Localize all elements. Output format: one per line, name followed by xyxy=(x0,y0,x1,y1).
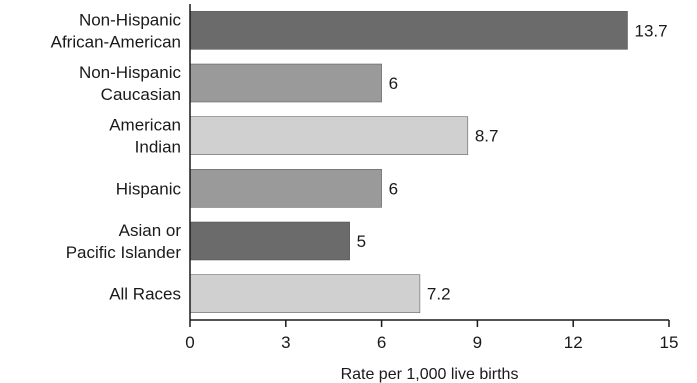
x-tick-label-1: 3 xyxy=(281,333,290,352)
value-label-0: 13.7 xyxy=(634,21,667,40)
value-label-3: 6 xyxy=(389,179,398,198)
bar-2 xyxy=(189,116,469,155)
x-tick-label-4: 12 xyxy=(564,333,583,352)
value-labels-layer: 13.7 6 8.7 6 5 7.2 xyxy=(357,21,668,303)
category-label-1-line-0: Non-Hispanic xyxy=(79,63,182,82)
category-label-0-line-0: Non-Hispanic xyxy=(79,10,182,29)
x-tick-label-0: 0 xyxy=(185,333,194,352)
value-label-2: 8.7 xyxy=(475,127,499,146)
x-tick-label-5: 15 xyxy=(660,333,679,352)
value-label-4: 5 xyxy=(357,232,366,251)
category-label-4-line-0: Asian or xyxy=(119,221,182,240)
value-label-5: 7.2 xyxy=(427,285,451,304)
x-tick-label-2: 6 xyxy=(377,333,386,352)
bar-0 xyxy=(189,11,628,50)
category-labels-layer: Non-Hispanic African-American Non-Hispanic… xyxy=(51,10,182,303)
bar-1 xyxy=(189,63,382,103)
category-label-3-line-0: Hispanic xyxy=(116,179,182,198)
category-label-2-line-1: Indian xyxy=(135,138,181,157)
category-label-4-line-1: Pacific Islander xyxy=(66,243,182,262)
category-label-0-line-1: African-American xyxy=(51,32,181,51)
axes-layer xyxy=(189,4,669,321)
bar-3 xyxy=(189,169,382,208)
category-label-1-line-1: Caucasian xyxy=(101,85,181,104)
x-tick-label-3: 9 xyxy=(473,333,482,352)
bars-layer xyxy=(189,11,628,313)
category-label-2-line-0: American xyxy=(109,116,181,135)
bar-4 xyxy=(189,221,350,261)
ticks-layer: 0 3 6 9 12 15 xyxy=(185,320,678,352)
category-label-5-line-0: All Races xyxy=(109,285,181,304)
value-label-1: 6 xyxy=(389,74,398,93)
x-axis-title: Rate per 1,000 live births xyxy=(341,366,519,383)
bar-5 xyxy=(189,274,421,313)
